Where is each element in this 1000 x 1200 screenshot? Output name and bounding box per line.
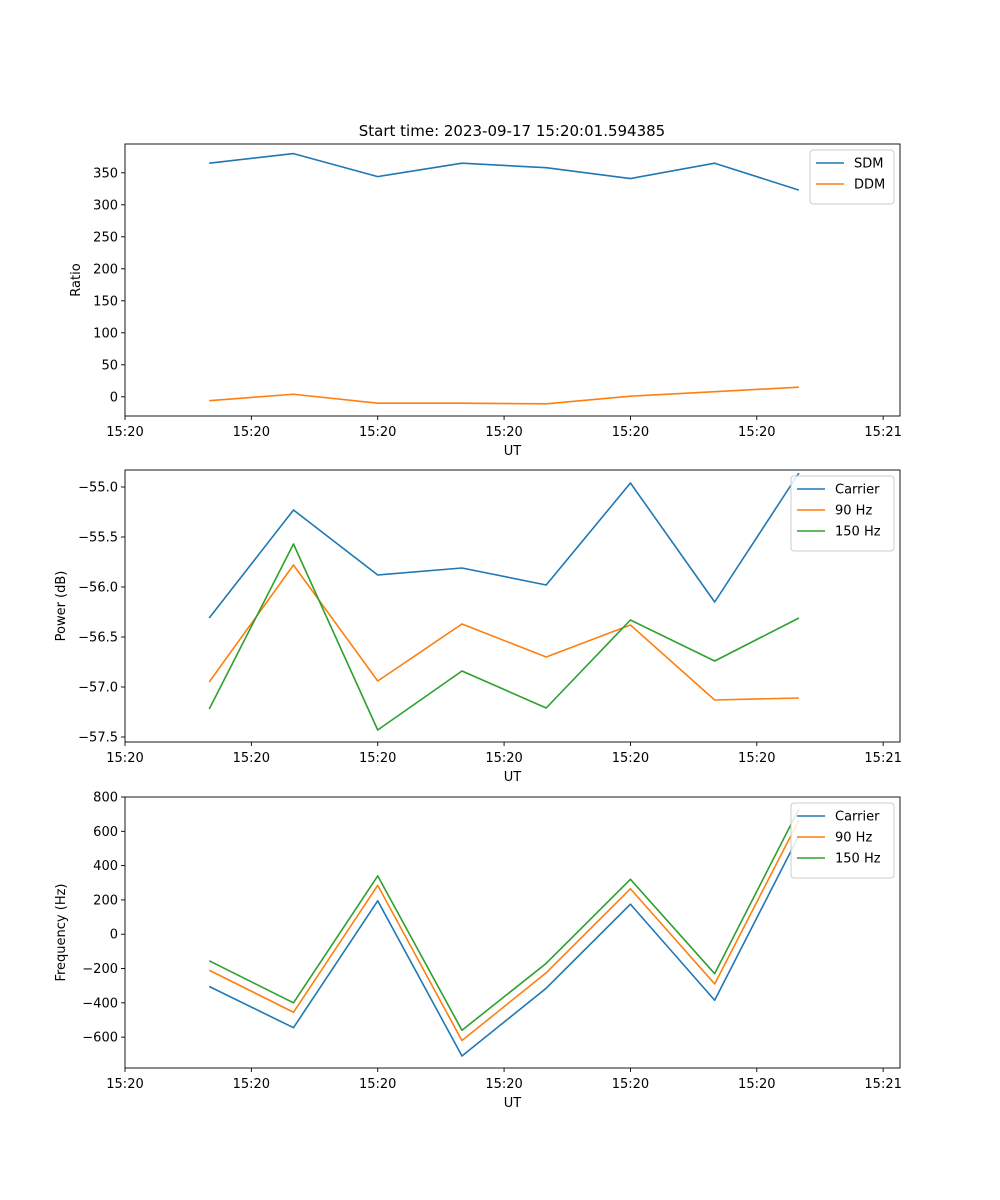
legend-box bbox=[790, 802, 895, 879]
y-tick-label: −56.5 bbox=[78, 631, 118, 646]
legend-label: 90 Hz bbox=[835, 504, 872, 519]
x-tick-label: 15:20 bbox=[106, 425, 143, 440]
chart-panel-2: 15:20 15:20 15:20 15:20 15:20 15:20 15:21 −57.5… bbox=[54, 469, 902, 785]
series-line-150-hz bbox=[208, 543, 800, 731]
y-tick-label: 350 bbox=[93, 166, 118, 181]
legend-label: Carrier bbox=[835, 483, 880, 498]
y-tick-label: 250 bbox=[93, 230, 118, 245]
x-axis-label: UT bbox=[504, 770, 522, 785]
y-tick-label: −200 bbox=[82, 962, 118, 977]
x-axis-label: UT bbox=[504, 1096, 522, 1111]
y-tick-label: 600 bbox=[93, 825, 118, 840]
y-tick-label: 150 bbox=[93, 294, 118, 309]
y-tick-label: 800 bbox=[93, 791, 118, 806]
x-tick-label: 15:20 bbox=[359, 1077, 396, 1092]
series-line-150-hz bbox=[208, 808, 800, 1032]
chart-panel-3: 15:20 15:20 15:20 15:20 15:20 15:20 15:21 −600 −… bbox=[54, 791, 902, 1112]
y-tick-label: 100 bbox=[93, 326, 118, 341]
axes-frame bbox=[124, 796, 901, 1069]
legend-label: 90 Hz bbox=[835, 831, 872, 846]
x-tick-label: 15:20 bbox=[233, 425, 270, 440]
y-tick-label: 0 bbox=[110, 928, 118, 943]
x-axis-label: UT bbox=[504, 444, 522, 459]
legend-label: Carrier bbox=[835, 810, 880, 825]
legend: Carrier 90 Hz 150 Hz bbox=[790, 475, 895, 552]
series-line-90-hz bbox=[208, 819, 800, 1042]
x-tick-label: 15:20 bbox=[233, 1077, 270, 1092]
y-tick-label: −57.5 bbox=[78, 731, 118, 746]
x-tick-label: 15:20 bbox=[738, 751, 775, 766]
y-tick-label: 400 bbox=[93, 859, 118, 874]
y-tick-label: −55.5 bbox=[78, 531, 118, 546]
series-line-sdm bbox=[209, 152, 800, 191]
x-tick-label: 15:20 bbox=[359, 751, 396, 766]
legend-label: 150 Hz bbox=[835, 852, 881, 867]
axes-frame bbox=[124, 469, 901, 743]
y-tick-label: −56.0 bbox=[78, 581, 118, 596]
y-tick-label: 50 bbox=[101, 358, 118, 373]
y-axis-label: Frequency (Hz) bbox=[54, 883, 69, 981]
legend-label: DDM bbox=[854, 178, 885, 193]
x-tick-label: 15:20 bbox=[485, 425, 522, 440]
x-tick-label: 15:20 bbox=[359, 425, 396, 440]
x-tick-label: 15:20 bbox=[106, 1077, 143, 1092]
series-line-ddm bbox=[209, 386, 799, 405]
y-tick-label: −55.0 bbox=[78, 481, 118, 496]
legend-box bbox=[790, 475, 895, 552]
y-axis-label: Ratio bbox=[69, 263, 84, 296]
x-tick-label: 15:20 bbox=[738, 1077, 775, 1092]
y-tick-label: −400 bbox=[82, 996, 118, 1011]
series-line-carrier bbox=[208, 472, 800, 619]
x-tick-label: 15:20 bbox=[106, 751, 143, 766]
legend: SDM DDM bbox=[809, 149, 895, 205]
series-line-90-hz bbox=[208, 564, 799, 701]
x-tick-label: 15:20 bbox=[612, 1077, 649, 1092]
x-tick-label: 15:21 bbox=[864, 751, 901, 766]
series-line-carrier bbox=[208, 835, 800, 1057]
y-tick-label: 300 bbox=[93, 198, 118, 213]
legend: Carrier 90 Hz 150 Hz bbox=[790, 802, 895, 879]
x-tick-label: 15:20 bbox=[485, 1077, 522, 1092]
axes-frame bbox=[124, 143, 901, 417]
y-tick-label: 200 bbox=[93, 893, 118, 908]
y-tick-label: 200 bbox=[93, 262, 118, 277]
y-axis-label: Power (dB) bbox=[54, 571, 69, 642]
x-tick-label: 15:20 bbox=[738, 425, 775, 440]
legend-label: SDM bbox=[854, 157, 883, 172]
x-tick-label: 15:20 bbox=[612, 751, 649, 766]
x-tick-label: 15:20 bbox=[233, 751, 270, 766]
y-tick-label: −57.0 bbox=[78, 681, 118, 696]
x-tick-label: 15:21 bbox=[864, 1077, 901, 1092]
x-tick-label: 15:21 bbox=[864, 425, 901, 440]
figure-title: Start time: 2023-09-17 15:20:01.594385 bbox=[359, 122, 665, 140]
chart-panel-1: 15:20 15:20 15:20 15:20 15:20 15:20 15:21 0 50 10… bbox=[69, 143, 902, 459]
y-tick-label: 0 bbox=[110, 390, 118, 405]
legend-label: 150 Hz bbox=[835, 525, 881, 540]
x-tick-label: 15:20 bbox=[612, 425, 649, 440]
y-tick-label: −600 bbox=[82, 1031, 118, 1046]
x-tick-label: 15:20 bbox=[485, 751, 522, 766]
